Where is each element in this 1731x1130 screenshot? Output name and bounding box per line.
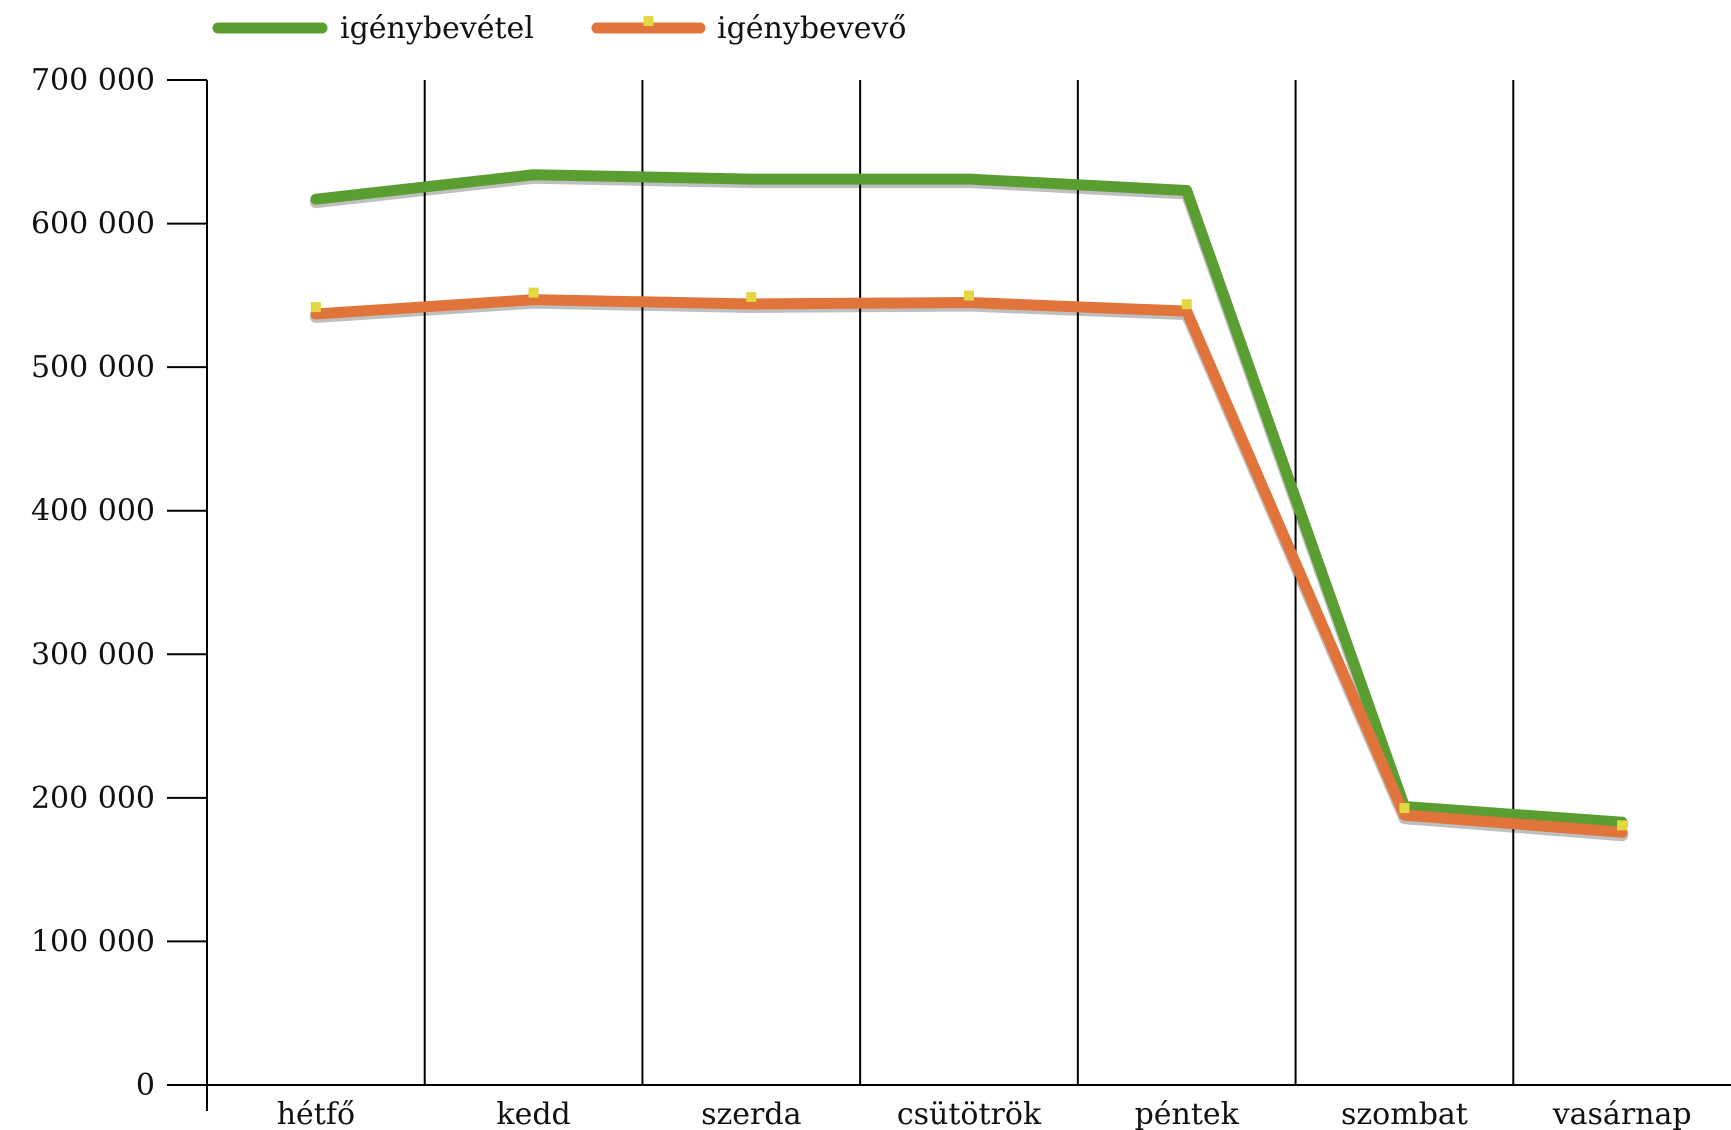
data-point-marker xyxy=(1399,803,1410,814)
data-point-marker xyxy=(310,194,321,205)
data-point-marker xyxy=(964,174,974,185)
x-tick-label: vasárnap xyxy=(1552,1097,1692,1130)
y-tick-label: 100 000 xyxy=(31,924,155,959)
data-point-marker xyxy=(528,169,539,180)
legend-label: igénybevevő xyxy=(717,11,907,46)
series-line-shadow xyxy=(309,171,1629,832)
series-line xyxy=(310,294,1628,838)
data-point-marker xyxy=(1617,820,1628,831)
series-layer xyxy=(309,169,1629,842)
x-tick-label: csütötrök xyxy=(897,1097,1042,1130)
x-tick-label: péntek xyxy=(1135,1097,1240,1130)
legend-marker xyxy=(643,16,654,26)
data-point-marker xyxy=(310,302,321,313)
x-tick-label: hétfő xyxy=(277,1097,355,1130)
data-point-marker xyxy=(964,290,974,301)
y-tick-label: 500 000 xyxy=(31,350,155,385)
series-1 xyxy=(309,169,1629,832)
data-point-marker xyxy=(1181,185,1192,196)
data-point-marker xyxy=(1181,299,1192,310)
y-tick-label: 400 000 xyxy=(31,494,155,529)
y-tick-label: 300 000 xyxy=(31,637,155,672)
legend-item-1: igénybevétel xyxy=(212,11,534,46)
x-tick-label: szerda xyxy=(701,1097,802,1130)
data-point-marker xyxy=(746,174,757,185)
legend: igénybevétel igénybevevő xyxy=(212,11,907,46)
grid-layer xyxy=(423,80,1515,1086)
y-tick-label: 0 xyxy=(136,1068,155,1103)
data-point-marker xyxy=(528,287,539,298)
data-point-marker xyxy=(746,291,757,302)
x-tick-label: kedd xyxy=(496,1097,570,1130)
series-2 xyxy=(309,287,1629,842)
x-tick-label: szombat xyxy=(1341,1097,1468,1130)
axis-layer: 0 100 000 200 000 300 000 400 000 500 000 600 … xyxy=(31,63,1731,1130)
legend-label: igénybevétel xyxy=(340,11,534,46)
y-tick-label: 700 000 xyxy=(31,63,155,98)
series-line-shadow xyxy=(309,296,1629,842)
series-line xyxy=(310,169,1628,828)
y-tick-label: 600 000 xyxy=(31,207,155,242)
legend-item-2: igénybevevő xyxy=(591,11,907,46)
y-tick-label: 200 000 xyxy=(31,781,155,816)
